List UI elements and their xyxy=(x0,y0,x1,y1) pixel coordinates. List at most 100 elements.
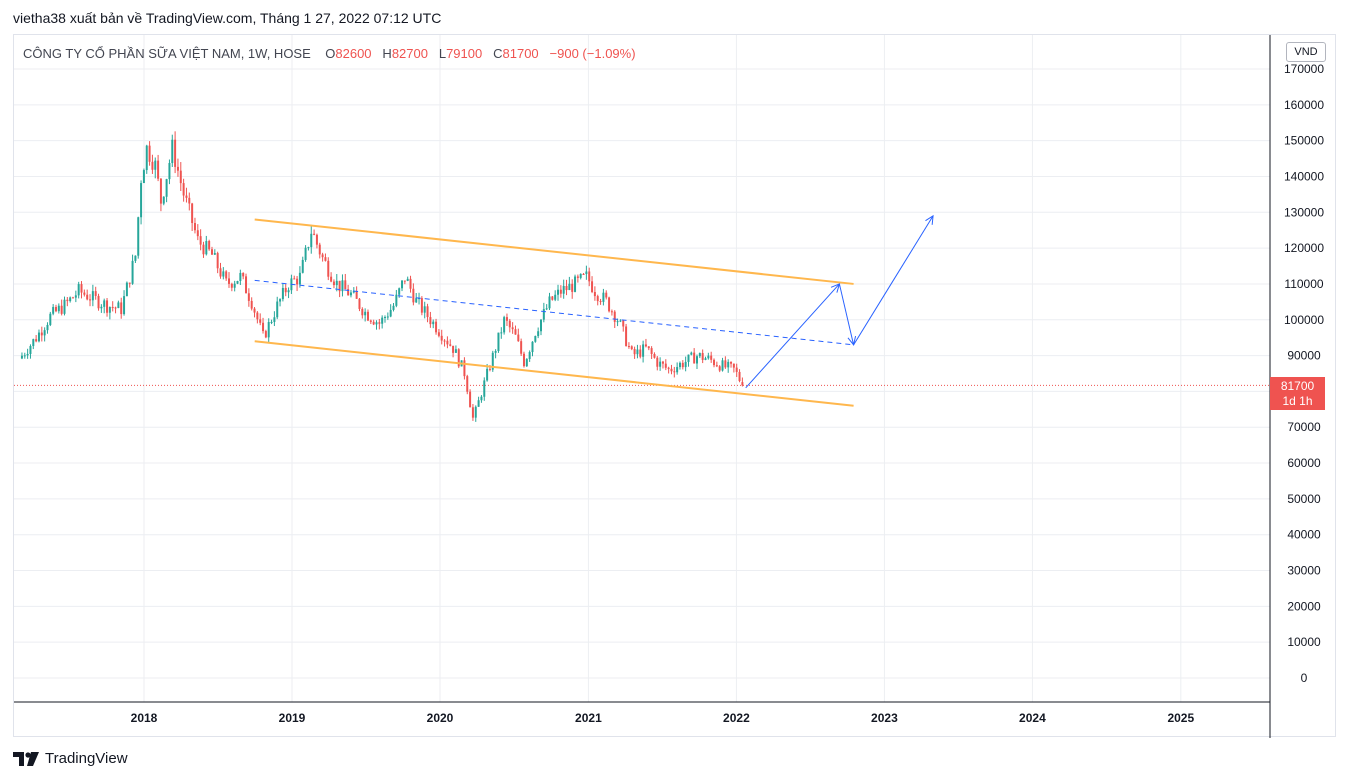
candle-body xyxy=(605,292,608,298)
candle-body xyxy=(613,311,616,322)
x-tick-label: 2018 xyxy=(131,711,158,725)
candle-body xyxy=(29,346,32,354)
candle-body xyxy=(179,170,182,184)
candle-body xyxy=(653,353,656,358)
candle-body xyxy=(457,349,460,367)
x-tick-label: 2024 xyxy=(1019,711,1046,725)
candle-body xyxy=(676,367,679,373)
candle-body xyxy=(494,351,497,353)
x-tick-label: 2019 xyxy=(279,711,306,725)
candle-body xyxy=(239,272,242,281)
y-tick-label: 10000 xyxy=(1287,635,1321,649)
candle-body xyxy=(63,299,66,314)
candle-body xyxy=(293,278,296,280)
candle-body xyxy=(715,365,718,367)
currency-button[interactable]: VND xyxy=(1286,42,1326,62)
candle-body xyxy=(477,400,480,407)
candle-body xyxy=(579,273,582,278)
candle-body xyxy=(245,276,248,294)
candle-body xyxy=(571,283,574,292)
candle-body xyxy=(630,346,633,350)
candle-body xyxy=(188,197,191,204)
candle-body xyxy=(449,344,452,346)
candle-body xyxy=(727,361,730,368)
price-chart[interactable]: 0100002000030000400005000060000700008000… xyxy=(14,35,1337,738)
symbol-name: CÔNG TY CỔ PHẦN SỮA VIỆT NAM, 1W, HOSE xyxy=(23,46,311,61)
candle-body xyxy=(452,345,455,353)
candle-body xyxy=(298,272,301,285)
candle-body xyxy=(627,346,630,348)
candle-body xyxy=(276,301,279,318)
candle-body xyxy=(174,139,177,167)
candle-body xyxy=(503,317,506,333)
candle-body xyxy=(250,300,253,309)
projection-arrow-3[interactable] xyxy=(853,215,934,346)
candle-body xyxy=(52,306,55,314)
candle-body xyxy=(381,317,384,324)
candle-body xyxy=(364,311,367,316)
candle-body xyxy=(324,257,327,261)
projection-arrow-1[interactable] xyxy=(745,283,840,389)
footer-brand[interactable]: TradingView xyxy=(13,750,128,767)
candle-body xyxy=(89,299,92,301)
candle-body xyxy=(557,289,560,295)
channel-upper-line[interactable] xyxy=(254,218,854,285)
candle-body xyxy=(154,160,157,170)
candle-body xyxy=(279,299,282,302)
high-value: 82700 xyxy=(391,46,428,61)
y-tick-label: 70000 xyxy=(1287,420,1321,434)
candle-body xyxy=(20,355,23,359)
candle-body xyxy=(222,271,225,277)
candle-body xyxy=(559,289,562,294)
open-label: O xyxy=(325,46,336,61)
candle-body xyxy=(97,295,100,309)
x-tick-label: 2025 xyxy=(1167,711,1194,725)
channel-lower-line[interactable] xyxy=(254,340,854,407)
x-tick-label: 2022 xyxy=(723,711,750,725)
candle-body xyxy=(140,183,143,218)
chart-frame[interactable]: 0100002000030000400005000060000700008000… xyxy=(13,34,1337,738)
projection-arrowhead-3 xyxy=(925,214,934,225)
y-tick-label: 140000 xyxy=(1284,169,1324,183)
candle-body xyxy=(83,292,86,295)
candle-body xyxy=(423,306,426,313)
candle-body xyxy=(588,271,591,282)
candle-body xyxy=(610,311,613,313)
close-label: C xyxy=(493,46,503,61)
candle-body xyxy=(500,332,503,334)
change-value: −900 (−1.09%) xyxy=(549,46,636,61)
candle-body xyxy=(361,308,364,316)
candle-body xyxy=(114,307,117,309)
channel-mid-dashed-line[interactable] xyxy=(254,279,854,346)
candle-body xyxy=(505,317,508,321)
symbol-legend: CÔNG TY CỔ PHẦN SỮA VIỆT NAM, 1W, HOSE O… xyxy=(23,46,636,61)
candle-body xyxy=(341,280,344,292)
candle-body xyxy=(636,349,639,355)
candle-body xyxy=(137,217,140,256)
candle-body xyxy=(284,287,287,293)
candle-body xyxy=(537,331,540,337)
candle-body xyxy=(710,355,713,360)
candle-body xyxy=(335,280,338,286)
candle-body xyxy=(713,359,716,366)
candle-body xyxy=(307,247,310,249)
y-tick-label: 160000 xyxy=(1284,98,1324,112)
low-label: L xyxy=(438,46,447,61)
candle-body xyxy=(131,260,134,284)
candle-body xyxy=(687,354,690,362)
candle-body xyxy=(741,382,744,386)
candle-body xyxy=(60,305,63,314)
candle-body xyxy=(264,331,267,338)
projection-arrow-2[interactable] xyxy=(838,283,855,345)
candle-body xyxy=(412,288,415,303)
candle-body xyxy=(205,241,208,255)
candle-body xyxy=(330,276,333,282)
candle-body xyxy=(384,317,387,319)
y-tick-label: 170000 xyxy=(1284,62,1324,76)
candle-body xyxy=(633,349,636,355)
candle-body xyxy=(193,223,196,231)
candle-body xyxy=(673,371,676,373)
close-value: 81700 xyxy=(502,46,539,61)
y-tick-label: 50000 xyxy=(1287,492,1321,506)
candle-body xyxy=(69,297,72,302)
